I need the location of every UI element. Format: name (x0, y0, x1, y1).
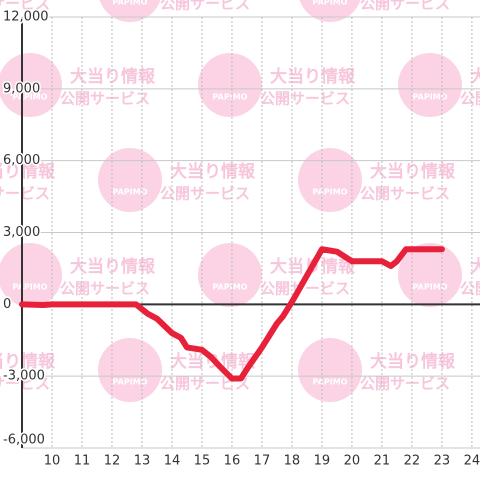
watermark-subtitle: 公開サービス (460, 90, 480, 108)
x-tick-label: 20 (344, 454, 361, 469)
watermark-subtitle: 公開サービス (0, 0, 50, 13)
x-tick-label: 18 (284, 454, 301, 469)
x-tick-label: 16 (224, 454, 241, 469)
x-tick-label: 15 (194, 454, 211, 469)
watermark-title: 大当り情報 (0, 161, 56, 182)
watermark-title: 大当り情報 (470, 256, 480, 277)
watermark-subtitle: 公開サービス (360, 375, 450, 393)
x-tick-label: 23 (434, 454, 451, 469)
watermark-title: 大当り情報 (70, 66, 156, 87)
x-tick-label: 19 (314, 454, 331, 469)
watermark-logo (198, 53, 262, 117)
plot (19, 246, 445, 382)
watermark-logo (398, 53, 462, 117)
watermarks: PAPIMO大当り情報公開サービスPAPIMO大当り情報公開サービスPAPIMO… (0, 0, 480, 402)
watermark-subtitle: 公開サービス (360, 0, 450, 13)
x-tick-label: 13 (134, 454, 151, 469)
watermark-logo (0, 53, 62, 117)
y-tick-label: 12,000 (3, 10, 49, 25)
watermark-subtitle: 公開サービス (60, 280, 150, 298)
watermark-logo (198, 243, 262, 307)
watermark-logo-text: PAPIMO (313, 0, 348, 7)
x-tick-label: 11 (74, 454, 91, 469)
x-tick-label: 21 (374, 454, 391, 469)
watermark-subtitle: 公開サービス (260, 90, 350, 108)
watermark-logo (98, 148, 162, 212)
watermark-logo (99, 0, 161, 22)
watermark-logo (0, 243, 62, 307)
y-tick-label: 3,000 (3, 225, 40, 240)
y-tick-label: -3,000 (3, 369, 45, 384)
watermark-logo-text: PAPIMO (113, 378, 148, 387)
x-tick-label: 17 (254, 454, 271, 469)
watermark-logo (98, 338, 162, 402)
x-tick-label: 12 (104, 454, 121, 469)
x-tick-label: 24 (464, 454, 480, 469)
watermark-logo-text: PAPIMO (113, 188, 148, 197)
data-line (19, 246, 445, 382)
watermark-logo (298, 148, 362, 212)
labels: -6,000 -3,000 0 3,000 6,000 9,000 12,000 10 11 12… (2, 8, 480, 469)
watermark-subtitle: 公開サービス (0, 185, 50, 203)
watermark-subtitle: 公開サービス (260, 280, 350, 298)
watermark-logo (298, 338, 362, 402)
y-tick-label: 9,000 (3, 81, 40, 96)
watermark-title: 大当り情報 (0, 351, 56, 372)
watermark-title: 大当り情報 (470, 66, 480, 87)
watermark-logo (398, 243, 462, 307)
y-tick-label: 6,000 (3, 153, 40, 168)
watermark-subtitle: 公開サービス (0, 375, 50, 393)
watermark-logo-text: PAPIMO (13, 93, 48, 102)
watermark-logo-text: PAPIMO (213, 283, 248, 292)
watermark-subtitle: 公開サービス (60, 90, 150, 108)
watermark-logo (299, 0, 361, 22)
watermark-title: 大当り情報 (170, 161, 256, 182)
watermark-title: 大当り情報 (70, 256, 156, 277)
watermark-logo-text: PAPIMO (213, 93, 248, 102)
watermark-logo-text: PAPIMO (113, 0, 148, 7)
watermark-subtitle: 公開サービス (160, 185, 250, 203)
watermark-subtitle: 公開サービス (160, 375, 250, 393)
x-tick-label: 10 (44, 454, 61, 469)
y-tick-label: 0 (3, 297, 11, 312)
watermark-title: 大当り情報 (370, 161, 456, 182)
watermark-title: 大当り情報 (270, 66, 356, 87)
watermark-subtitle: 公開サービス (360, 185, 450, 203)
watermark-logo-text: PAPIMO (413, 93, 448, 102)
watermark-logo-text: PAPIMO (313, 188, 348, 197)
x-tick-label: 14 (164, 454, 181, 469)
watermark-logo-text: PAPIMO (13, 283, 48, 292)
y-tick-label: -6,000 (3, 433, 45, 448)
watermark-title: 大当り情報 (370, 351, 456, 372)
x-tick-label: 22 (404, 454, 421, 469)
watermark-logo-text: PAPIMO (413, 283, 448, 292)
watermark-subtitle: 公開サービス (160, 0, 250, 13)
watermark-subtitle: 公開サービス (460, 280, 480, 298)
watermark-logo-text: PAPIMO (313, 378, 348, 387)
